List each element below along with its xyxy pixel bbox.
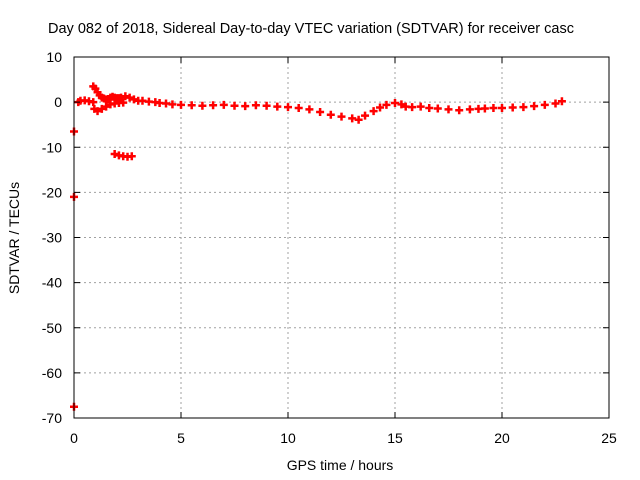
x-tick-label: 0 bbox=[70, 430, 78, 446]
data-point bbox=[425, 103, 434, 112]
data-point bbox=[348, 114, 357, 123]
data-point bbox=[125, 93, 134, 102]
data-point bbox=[354, 115, 363, 124]
data-point bbox=[284, 103, 292, 112]
data-point bbox=[337, 112, 346, 121]
data-point bbox=[316, 108, 325, 117]
data-point bbox=[416, 102, 425, 111]
data-point bbox=[519, 103, 528, 112]
data-point bbox=[376, 103, 385, 112]
data-point bbox=[305, 105, 314, 114]
data-point bbox=[209, 101, 218, 110]
y-tick-label: -20 bbox=[42, 184, 62, 200]
data-point bbox=[369, 107, 378, 116]
data-point bbox=[119, 98, 128, 107]
data-point bbox=[127, 152, 136, 161]
data-point bbox=[93, 107, 102, 116]
data-point bbox=[230, 101, 239, 110]
y-axis-ticks: -70 -60 -50 -40 -30 -20 -10 0 10 bbox=[42, 49, 609, 426]
data-point bbox=[480, 104, 489, 113]
data-point bbox=[129, 95, 138, 104]
y-tick-label: 10 bbox=[46, 49, 62, 65]
data-point bbox=[326, 110, 335, 119]
y-tick-label: 0 bbox=[54, 94, 62, 110]
x-axis-label: GPS time / hours bbox=[287, 457, 394, 473]
y-axis-label: SDTVAR / TECUs bbox=[6, 182, 22, 294]
data-point bbox=[498, 103, 506, 112]
data-point bbox=[455, 106, 464, 115]
y-tick-label: -60 bbox=[42, 365, 62, 381]
data-point bbox=[241, 102, 250, 111]
y-tick-label: -50 bbox=[42, 320, 62, 336]
x-tick-label: 20 bbox=[494, 430, 510, 446]
data-point bbox=[489, 103, 498, 112]
data-point bbox=[177, 100, 185, 109]
x-tick-label: 5 bbox=[177, 430, 185, 446]
data-point bbox=[382, 100, 391, 109]
data-point bbox=[273, 102, 282, 111]
x-tick-label: 25 bbox=[601, 430, 617, 446]
data-point bbox=[168, 100, 177, 109]
data-point bbox=[262, 101, 271, 110]
data-point bbox=[391, 99, 399, 108]
y-tick-label: -30 bbox=[42, 230, 62, 246]
data-point bbox=[530, 102, 539, 111]
data-point bbox=[551, 99, 560, 108]
x-tick-label: 15 bbox=[387, 430, 403, 446]
data-point bbox=[97, 104, 106, 113]
data-point bbox=[465, 105, 474, 114]
x-axis-ticks: 0 5 10 15 20 25 bbox=[70, 57, 617, 446]
x-tick-label: 10 bbox=[280, 430, 296, 446]
data-series-sdtvar bbox=[70, 82, 566, 411]
y-tick-label: -70 bbox=[42, 410, 62, 426]
data-point bbox=[557, 97, 566, 106]
data-point bbox=[102, 102, 111, 111]
data-point bbox=[433, 104, 442, 113]
data-point bbox=[408, 103, 417, 112]
data-point bbox=[198, 101, 207, 110]
data-point bbox=[121, 92, 130, 101]
data-point bbox=[110, 150, 119, 159]
data-point bbox=[89, 98, 98, 107]
data-point bbox=[219, 100, 228, 109]
grid-lines bbox=[74, 57, 609, 418]
chart-title: Day 082 of 2018, Sidereal Day-to-day VTE… bbox=[48, 21, 574, 37]
y-tick-label: -10 bbox=[42, 139, 62, 155]
data-point bbox=[444, 105, 453, 114]
data-point bbox=[117, 93, 126, 102]
data-point bbox=[361, 111, 370, 120]
data-point bbox=[187, 101, 196, 110]
data-point bbox=[540, 100, 549, 109]
data-point bbox=[397, 100, 406, 109]
data-point bbox=[294, 103, 303, 112]
data-point bbox=[251, 101, 260, 110]
y-tick-label: -40 bbox=[42, 275, 62, 291]
data-point bbox=[508, 103, 517, 112]
